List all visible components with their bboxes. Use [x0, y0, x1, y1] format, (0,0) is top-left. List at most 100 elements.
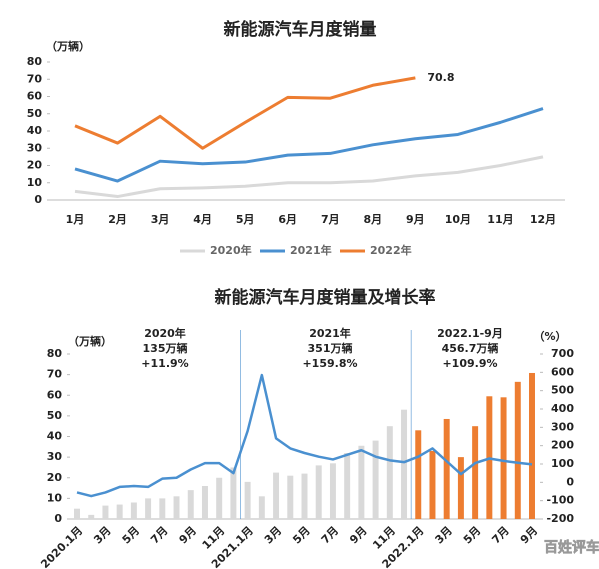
- bar: [401, 409, 408, 519]
- y-tick-label: 70: [47, 368, 63, 381]
- bar: [187, 490, 194, 519]
- y-tick-label: 0: [34, 193, 42, 206]
- y-axis-label: （万辆）: [46, 39, 90, 53]
- y-tick-label: 40: [47, 430, 63, 443]
- bar: [173, 496, 180, 519]
- x-tick-label: 2020.1月: [38, 524, 85, 569]
- bar: [529, 372, 535, 519]
- bar: [216, 477, 223, 519]
- bar: [74, 508, 80, 519]
- bar: [244, 481, 251, 519]
- bar: [415, 430, 422, 519]
- annotation: +159.8%: [302, 357, 357, 370]
- watermark: 百姓评车: [544, 539, 599, 556]
- y2-tick-label: 400: [551, 402, 574, 415]
- bar: [344, 453, 351, 519]
- y-tick-label: 30: [47, 450, 63, 463]
- y-tick-label: 0: [54, 512, 62, 525]
- bar: [102, 505, 109, 519]
- annotation: 351万辆: [308, 341, 353, 355]
- annotation: 135万辆: [143, 341, 188, 355]
- y-tick-label: 60: [27, 90, 43, 103]
- line: [74, 107, 544, 183]
- x-tick-label: 8月: [363, 213, 382, 226]
- y-tick-label: 30: [27, 141, 43, 154]
- line: [74, 155, 544, 199]
- y-tick-label: 20: [47, 471, 63, 484]
- x-tick-label: 7月: [148, 524, 170, 546]
- x-tick-label: 4月: [193, 213, 212, 226]
- y-axis-label: （万辆）: [68, 334, 112, 348]
- y-tick-label: 10: [27, 176, 43, 189]
- x-tick-label: 7月: [489, 524, 511, 546]
- x-tick-label: 9月: [518, 524, 540, 546]
- y-tick-label: 60: [47, 388, 63, 401]
- x-tick-label: 9月: [177, 524, 199, 546]
- data-label: 70.8: [427, 71, 454, 84]
- x-tick-label: 9月: [406, 213, 425, 226]
- x-tick-label: 5月: [290, 524, 312, 546]
- bar: [472, 426, 479, 519]
- y-tick-label: 80: [27, 55, 43, 68]
- bar: [201, 486, 208, 519]
- bar: [145, 498, 152, 519]
- bar: [258, 496, 265, 519]
- line: [74, 76, 416, 150]
- bar: [116, 504, 123, 519]
- annotation: +109.9%: [442, 357, 497, 370]
- y2-tick-label: -200: [546, 512, 574, 525]
- x-tick-label: 7月: [319, 524, 341, 546]
- annotation: 2021年: [309, 326, 351, 340]
- y2-axis-label: （%）: [533, 330, 566, 343]
- x-tick-label: 3月: [151, 213, 170, 226]
- chart-title: 新能源汽车月度销量及增长率: [215, 287, 436, 308]
- bar: [130, 502, 137, 519]
- y2-tick-label: 300: [551, 420, 574, 433]
- bar: [88, 514, 95, 519]
- y-tick-label: 80: [47, 347, 63, 360]
- x-tick-label: 3月: [91, 524, 113, 546]
- x-tick-label: 6月: [278, 213, 297, 226]
- annotation: 2020年: [144, 326, 186, 340]
- bar: [358, 445, 365, 519]
- bar: [287, 475, 294, 519]
- bar: [329, 463, 336, 519]
- x-tick-label: 3月: [433, 524, 455, 546]
- y-tick-label: 50: [27, 107, 43, 120]
- bar: [372, 440, 379, 519]
- x-tick-label: 10月: [445, 213, 471, 226]
- bar: [500, 397, 507, 519]
- bar: [386, 426, 393, 519]
- x-tick-label: 1月: [66, 213, 85, 226]
- bar: [230, 467, 237, 519]
- line: [76, 373, 533, 498]
- legend-label: 2020年: [210, 243, 252, 257]
- bar: [273, 472, 280, 519]
- annotation: 456.7万辆: [442, 341, 499, 355]
- x-tick-label: 9月: [347, 524, 369, 546]
- bar: [514, 381, 521, 519]
- y2-tick-label: 600: [551, 365, 574, 378]
- x-tick-label: 7月: [321, 213, 340, 226]
- y-tick-label: 20: [27, 159, 43, 172]
- y2-tick-label: -100: [546, 494, 574, 507]
- bar: [443, 418, 450, 519]
- legend-label: 2022年: [370, 243, 412, 257]
- annotation: 2022.1-9月: [437, 327, 503, 340]
- y-tick-label: 50: [47, 409, 63, 422]
- y-tick-label: 10: [47, 491, 63, 504]
- bar: [301, 473, 308, 519]
- y-tick-label: 40: [27, 124, 43, 137]
- x-tick-label: 3月: [262, 524, 284, 546]
- annotation: +11.9%: [141, 357, 188, 370]
- x-tick-label: 2月: [108, 213, 127, 226]
- bar: [429, 450, 436, 519]
- y-tick-label: 70: [27, 72, 43, 85]
- x-tick-label: 5月: [236, 213, 255, 226]
- x-tick-label: 5月: [120, 524, 142, 546]
- x-tick-label: 12月: [530, 213, 556, 226]
- chart-title: 新能源汽车月度销量: [224, 19, 377, 40]
- bar: [315, 465, 322, 519]
- x-tick-label: 5月: [461, 524, 483, 546]
